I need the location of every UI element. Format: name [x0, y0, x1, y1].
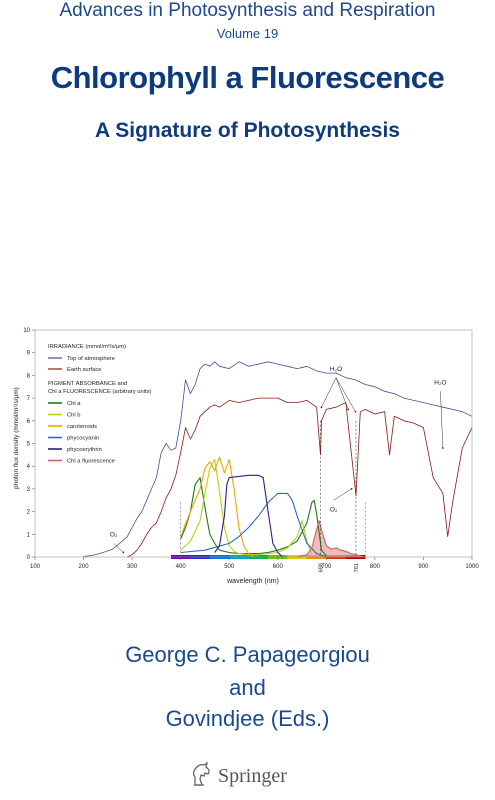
legend-group2-title: PIGMENT ABSORBANCE and — [48, 381, 127, 387]
chart-annotation: O₂ — [110, 532, 118, 539]
chart-annotation: O₂ — [330, 507, 338, 514]
annotation-arrow — [113, 543, 124, 553]
legend-entry: Chl a — [67, 401, 81, 407]
legend-entry: Earth surface — [67, 367, 101, 373]
y-tick-label: 5 — [27, 442, 31, 448]
legend-group1-title: IRRADIANCE (mmol/m²/s/μm) — [48, 344, 126, 350]
y-tick-label: 3 — [27, 487, 31, 493]
y-tick-label: 10 — [23, 328, 30, 334]
series-line-top-of-atmosphere — [83, 361, 473, 557]
editor-name-1: George C. Papageorgiou — [125, 642, 370, 667]
editor-name-2: Govindjee (Eds.) — [165, 706, 330, 731]
legend-entry: Chl a fluorescence — [67, 459, 115, 465]
editor-conjunction: and — [229, 675, 266, 700]
annotation-arrow — [333, 488, 352, 501]
y-tick-label: 6 — [27, 419, 31, 425]
y-tick-label: 8 — [27, 373, 31, 379]
legend-entry: carotenoids — [67, 424, 97, 430]
volume-number: Volume 19 — [216, 26, 279, 41]
fluorescence-fill — [297, 520, 366, 557]
annotation-arrow — [440, 391, 444, 449]
legend-entry: Top of atmosphere — [67, 356, 115, 362]
publisher-logo: Springer — [190, 761, 287, 792]
fluorescence-area — [297, 520, 366, 557]
annotation-arrow — [335, 377, 356, 412]
x-tick-label: 1000 — [465, 564, 479, 570]
legend-entry: phycocyanin — [67, 436, 99, 442]
x-tick-label: 500 — [224, 564, 235, 570]
chart-legend: IRRADIANCE (mmol/m²/s/μm) Top of atmosphe… — [48, 344, 151, 465]
y-tick-label: 7 — [27, 396, 31, 402]
chart-annotations: H₂O H₂O O₂ O₂ — [110, 366, 447, 554]
chart-axes: 0 1 2 3 4 5 6 7 8 9 10 100 200 300 400 500 600 700 800 900 1… — [23, 328, 479, 572]
x-extra-label: 688 — [319, 563, 325, 572]
legend-entry: Chl b — [67, 413, 81, 419]
series-line-chl-a — [180, 477, 327, 557]
series-line-earth-surface — [127, 397, 473, 558]
legend-entry: phycoerythrin — [67, 447, 102, 453]
annotation-arrow-head — [122, 551, 125, 554]
x-tick-label: 400 — [176, 564, 187, 570]
y-tick-label: 0 — [27, 555, 31, 561]
x-extra-label: 761 — [354, 563, 360, 572]
chart-annotation: H₂O — [330, 366, 342, 373]
series-line-chl-a-fluorescence — [297, 520, 366, 558]
x-axis-label: wavelength (nm) — [226, 578, 279, 585]
plot-frame — [34, 329, 473, 558]
x-tick-label: 100 — [30, 564, 41, 570]
y-axis-label: photon flux density (mmol/m²/s/μm) — [13, 387, 20, 489]
book-subtitle: A Signature of Photosynthesis — [95, 119, 400, 142]
annotation-arrow-head — [350, 488, 353, 490]
springer-horse-logo-icon — [190, 761, 212, 792]
publisher-name: Springer — [218, 764, 287, 787]
series-line-carotenoids — [180, 456, 254, 558]
series-title: Advances in Photosynthesis and Respirati… — [59, 0, 436, 21]
x-tick-label: 200 — [79, 564, 90, 570]
annotation-arrow-head — [441, 447, 444, 449]
chart-annotation: H₂O — [434, 379, 446, 386]
x-tick-label: 900 — [418, 564, 429, 570]
series-line-chl-b — [180, 458, 313, 556]
book-title: Chlorophyll a Fluorescence — [50, 60, 445, 95]
annotation-arrow-head — [354, 410, 357, 413]
y-tick-label: 2 — [27, 510, 31, 516]
x-tick-label: 300 — [127, 564, 138, 570]
y-tick-label: 1 — [27, 532, 31, 538]
series-lines — [83, 361, 473, 558]
y-tick-label: 4 — [27, 464, 31, 470]
series-line-phycoerythrin — [214, 474, 283, 558]
x-tick-label: 700 — [321, 564, 332, 570]
series-line-phycocyanin — [180, 492, 327, 558]
x-tick-label: 800 — [370, 564, 381, 570]
annotation-arrow — [335, 377, 349, 410]
legend-group2-title: Chl a FLUORESCENCE (arbitrary units) — [48, 389, 151, 395]
x-tick-label: 600 — [273, 564, 284, 570]
annotation-arrow-head — [320, 406, 323, 409]
annotation-arrow-head — [347, 408, 350, 411]
spectrum-chart: 0 1 2 3 4 5 6 7 8 9 10 100 200 300 400 500 600 700 800 900 1… — [13, 328, 479, 585]
y-tick-label: 9 — [27, 351, 31, 357]
annotation-arrow — [321, 377, 337, 408]
